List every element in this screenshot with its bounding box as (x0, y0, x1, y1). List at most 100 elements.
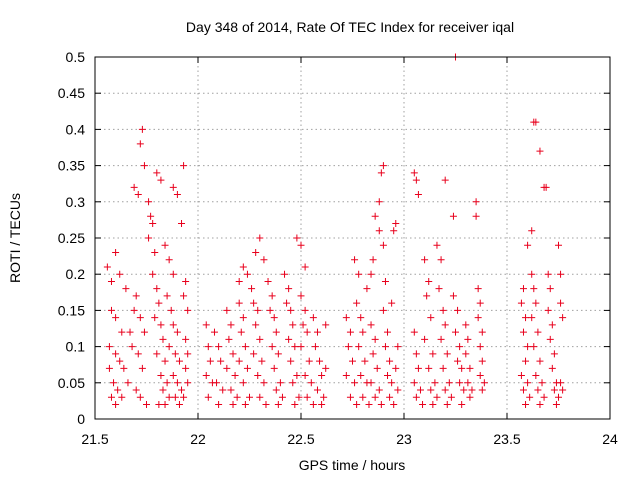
data-point (458, 364, 466, 372)
data-point (285, 285, 293, 293)
data-point (182, 335, 190, 343)
data-point (392, 220, 400, 228)
data-point (476, 299, 484, 307)
data-point (462, 321, 470, 329)
data-point (223, 364, 231, 372)
data-point (557, 379, 565, 387)
data-point (464, 379, 472, 387)
data-point (548, 364, 556, 372)
data-point (184, 379, 192, 387)
data-point (107, 393, 115, 401)
data-points (103, 53, 567, 409)
x-tick-label: 24 (602, 431, 618, 447)
data-point (427, 386, 435, 394)
data-point (425, 364, 433, 372)
data-point (165, 343, 173, 351)
data-point (526, 393, 534, 401)
data-point (301, 263, 309, 271)
data-point (456, 343, 464, 351)
data-point (476, 343, 484, 351)
data-point (161, 241, 169, 249)
data-point (173, 379, 181, 387)
data-point (241, 401, 249, 409)
data-point (136, 393, 144, 401)
data-point (375, 198, 383, 206)
data-point (118, 328, 126, 336)
x-tick-label: 22 (190, 431, 206, 447)
data-point (429, 401, 437, 409)
data-point (517, 299, 525, 307)
data-point (130, 306, 138, 314)
axis-ticks (94, 56, 611, 420)
data-point (544, 270, 552, 278)
data-point (371, 335, 379, 343)
data-point (159, 386, 167, 394)
data-point (522, 314, 530, 322)
data-point (281, 270, 289, 278)
data-point (229, 401, 237, 409)
data-point (524, 241, 532, 249)
data-point (159, 335, 167, 343)
data-point (377, 169, 385, 177)
data-point (219, 386, 227, 394)
data-point (112, 314, 120, 322)
data-point (443, 401, 451, 409)
data-point (155, 299, 163, 307)
data-point (227, 386, 235, 394)
data-point (550, 350, 558, 358)
data-point (202, 372, 210, 380)
data-point (231, 372, 239, 380)
data-point (441, 176, 449, 184)
data-point (555, 241, 562, 249)
data-point (559, 314, 567, 322)
data-point (412, 176, 420, 184)
y-tick-label: 0.25 (58, 230, 85, 246)
data-point (303, 328, 311, 336)
data-point (114, 386, 122, 394)
data-point (169, 183, 177, 191)
data-point (466, 393, 474, 401)
data-point (318, 372, 326, 380)
data-point (143, 401, 150, 409)
data-point (384, 328, 392, 336)
data-point (449, 292, 457, 300)
data-point (151, 248, 159, 256)
data-point (130, 183, 138, 191)
data-point (182, 364, 190, 372)
data-point (243, 364, 251, 372)
data-point (357, 314, 365, 322)
data-point (178, 386, 186, 394)
data-point (363, 285, 371, 293)
data-point (375, 227, 383, 235)
data-point (390, 401, 398, 409)
data-point (454, 306, 462, 314)
data-point (293, 372, 301, 380)
data-point (270, 364, 278, 372)
data-point (260, 379, 268, 387)
data-point (367, 270, 375, 278)
data-point (301, 372, 309, 380)
data-point (138, 125, 146, 133)
data-point (202, 321, 210, 329)
y-tick-label: 0.05 (58, 375, 85, 391)
data-point (322, 364, 330, 372)
data-point (163, 292, 171, 300)
data-point (233, 393, 241, 401)
data-point (532, 372, 540, 380)
data-point (309, 401, 317, 409)
data-point (225, 335, 233, 343)
data-point (412, 350, 420, 358)
data-point (116, 357, 124, 365)
x-tick-labels: 21.5 22 22.5 23 23.5 24 (81, 431, 618, 447)
data-point (153, 169, 161, 177)
data-point (134, 350, 142, 358)
data-point (223, 306, 231, 314)
data-point (103, 263, 111, 271)
data-point (241, 343, 249, 351)
data-point (274, 350, 282, 358)
data-point (163, 379, 171, 387)
data-point (522, 401, 530, 409)
data-point (353, 299, 361, 307)
x-tick-label: 21.5 (81, 431, 108, 447)
data-point (268, 292, 276, 300)
